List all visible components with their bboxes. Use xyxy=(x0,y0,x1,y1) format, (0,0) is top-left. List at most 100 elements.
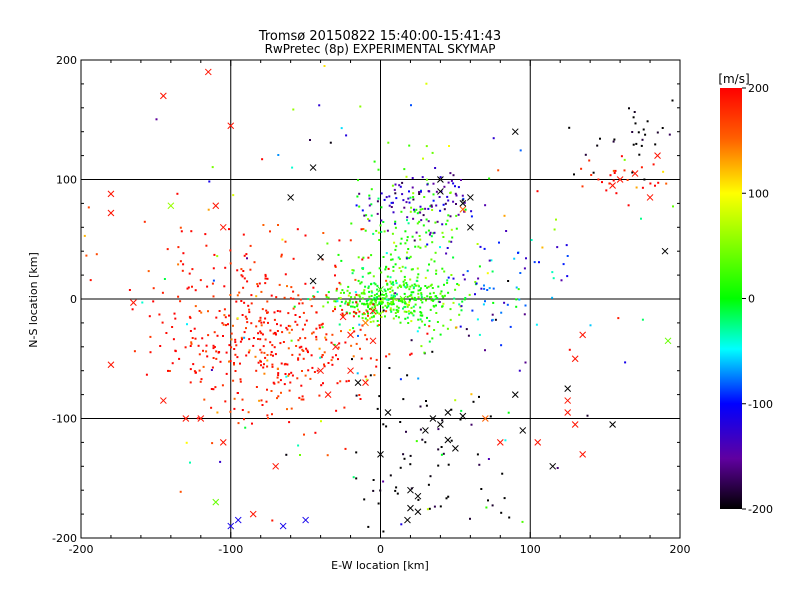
data-point xyxy=(233,363,235,366)
data-point xyxy=(377,197,380,200)
data-point xyxy=(370,283,372,286)
data-point xyxy=(301,395,304,398)
data-point xyxy=(347,379,350,382)
data-point xyxy=(432,291,435,294)
data-point xyxy=(433,305,436,308)
data-point xyxy=(601,181,603,184)
y-axis-ticks: -200 -100 0 100 200 xyxy=(52,54,680,545)
data-point xyxy=(389,474,392,477)
data-point xyxy=(334,300,337,303)
cross-marker xyxy=(549,462,557,470)
data-point xyxy=(440,290,443,293)
data-point xyxy=(412,196,415,198)
data-point xyxy=(207,208,210,211)
data-point xyxy=(400,237,403,240)
data-point xyxy=(471,309,474,312)
data-point xyxy=(406,219,408,222)
data-point xyxy=(431,151,434,154)
data-point xyxy=(668,133,671,136)
data-point xyxy=(420,296,423,299)
data-point xyxy=(355,301,358,304)
data-point xyxy=(316,290,319,293)
data-point xyxy=(641,318,644,321)
data-point xyxy=(402,453,405,456)
data-point xyxy=(525,257,527,260)
data-point xyxy=(633,111,636,113)
data-point xyxy=(335,409,338,412)
data-point xyxy=(141,301,144,304)
data-point xyxy=(284,373,287,375)
data-point xyxy=(205,244,208,247)
data-point xyxy=(277,374,280,377)
data-point xyxy=(426,295,429,298)
data-point xyxy=(273,346,276,349)
data-point xyxy=(264,317,267,320)
cross-marker xyxy=(130,299,137,306)
data-point xyxy=(386,301,389,304)
data-point xyxy=(216,411,219,414)
data-point xyxy=(449,192,452,194)
data-point xyxy=(505,230,508,232)
data-point xyxy=(396,286,399,289)
data-point xyxy=(401,265,404,268)
data-point xyxy=(326,242,329,245)
data-point xyxy=(85,254,88,257)
data-point xyxy=(302,357,305,360)
data-point xyxy=(632,143,635,146)
data-point xyxy=(279,342,282,345)
data-point xyxy=(360,281,363,284)
data-point xyxy=(348,299,351,302)
data-point xyxy=(260,332,263,335)
data-point xyxy=(260,324,263,327)
data-point xyxy=(589,324,592,327)
data-point xyxy=(165,332,168,334)
data-point xyxy=(392,201,394,204)
data-point xyxy=(403,278,406,281)
data-point xyxy=(427,483,430,486)
data-point xyxy=(614,169,617,172)
data-point xyxy=(346,289,349,292)
data-point xyxy=(264,275,267,278)
data-point xyxy=(417,318,420,321)
data-point xyxy=(246,257,248,260)
data-point xyxy=(367,312,369,315)
cross-marker xyxy=(466,223,474,231)
data-point xyxy=(412,305,415,308)
data-point xyxy=(173,312,176,315)
data-point xyxy=(457,284,460,287)
data-point xyxy=(592,171,595,174)
data-point xyxy=(476,243,479,245)
data-point xyxy=(446,279,449,282)
data-point xyxy=(276,397,278,400)
data-point xyxy=(484,349,486,352)
data-point xyxy=(245,253,248,256)
data-point xyxy=(307,298,310,300)
data-point xyxy=(189,345,192,347)
data-point xyxy=(405,286,408,289)
data-point xyxy=(446,327,449,330)
data-point xyxy=(250,322,253,325)
data-point xyxy=(358,192,361,195)
data-point xyxy=(230,346,233,349)
data-point xyxy=(447,214,450,217)
data-point xyxy=(485,506,488,509)
data-point xyxy=(364,285,367,288)
data-point xyxy=(429,231,432,234)
data-point xyxy=(513,257,516,260)
data-point xyxy=(196,417,199,420)
data-point xyxy=(260,360,262,363)
data-point xyxy=(345,134,348,137)
data-point xyxy=(211,166,214,169)
data-point xyxy=(445,252,448,255)
data-point xyxy=(458,303,461,306)
y-axis-label: N-S location [km] xyxy=(27,252,40,348)
data-point xyxy=(446,247,449,249)
data-point xyxy=(608,182,611,185)
data-point xyxy=(403,206,406,209)
data-point xyxy=(221,322,224,325)
data-point xyxy=(573,173,575,176)
cross-marker xyxy=(437,188,444,195)
data-point xyxy=(449,318,452,321)
data-point xyxy=(384,315,386,318)
data-point xyxy=(255,386,258,388)
